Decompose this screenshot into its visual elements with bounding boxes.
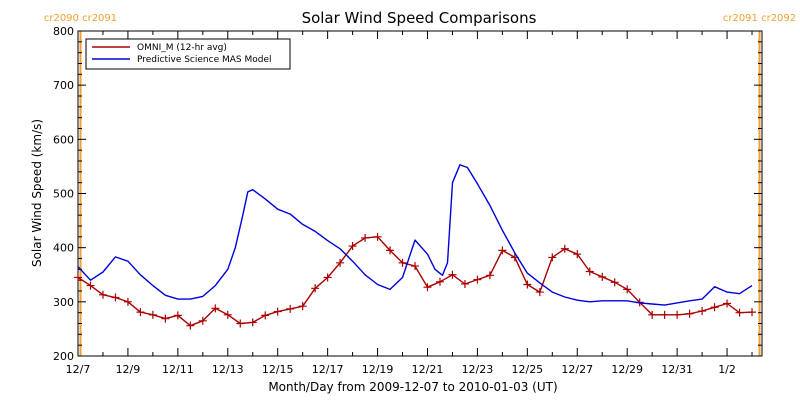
x-tick-label: 12/13 — [212, 363, 244, 376]
y-tick-label: 600 — [53, 133, 74, 146]
x-tick-label: 12/21 — [412, 363, 444, 376]
omni-data-point — [698, 307, 707, 316]
omni-data-point — [735, 308, 744, 317]
omni-data-point — [211, 304, 220, 313]
omni-data-point — [311, 284, 320, 293]
legend-label-1: Predictive Science MAS Model — [137, 55, 272, 65]
omni-data-point — [585, 267, 594, 276]
rotation-marker-label: cr2091 cr2092 — [723, 13, 796, 24]
x-tick-label: 12/31 — [661, 363, 693, 376]
omni-data-point — [398, 258, 407, 267]
omni-data-point — [198, 316, 207, 325]
x-tick-label: 1/2 — [718, 363, 736, 376]
omni-data-point — [723, 299, 732, 308]
omni-data-point — [86, 281, 95, 290]
omni-data-point — [248, 318, 257, 327]
chart-title: Solar Wind Speed Comparisons — [302, 9, 537, 27]
omni-data-point — [473, 275, 482, 284]
legend-box — [85, 38, 291, 70]
omni-data-point — [361, 233, 370, 242]
x-axis-label: Month/Day from 2009-12-07 to 2010-01-03 … — [268, 380, 557, 394]
omni-data-point — [123, 297, 132, 306]
omni-data-point — [411, 262, 420, 271]
omni-data-point — [573, 250, 582, 259]
omni-data-point — [373, 232, 382, 241]
omni-data-point — [685, 309, 694, 318]
omni-data-point — [673, 310, 682, 319]
omni-data-point — [435, 277, 444, 286]
omni-data-point — [523, 280, 532, 289]
omni-data-point — [298, 302, 307, 311]
omni-data-point — [98, 290, 107, 299]
omni-data-point — [161, 314, 170, 323]
legend: OMNI_M (12-hr avg) Predictive Science MAS… — [85, 38, 291, 70]
y-tick-label: 400 — [53, 242, 74, 255]
x-tick-label: 12/27 — [561, 363, 593, 376]
omni-data-point — [273, 307, 282, 316]
x-tick-label: 12/25 — [511, 363, 543, 376]
x-tick-label: 12/19 — [362, 363, 394, 376]
y-tick-label: 200 — [53, 350, 74, 363]
series-layer — [74, 164, 757, 330]
omni-data-point — [660, 310, 669, 319]
y-tick-label: 500 — [53, 188, 74, 201]
omni-data-point — [223, 310, 232, 319]
omni-data-point — [136, 308, 145, 317]
omni-data-point — [710, 303, 719, 312]
x-tick-label: 12/23 — [462, 363, 494, 376]
y-axis-label: Solar Wind Speed (km/s) — [30, 119, 44, 267]
omni-data-point — [623, 285, 632, 294]
x-tick-label: 12/11 — [162, 363, 194, 376]
omni-data-point — [535, 288, 544, 297]
omni-data-point — [448, 270, 457, 279]
series-line-mas-model — [77, 164, 753, 306]
omni-data-point — [460, 279, 469, 288]
omni-data-point — [648, 310, 657, 319]
omni-data-point — [423, 283, 432, 292]
x-tick-label: 12/17 — [312, 363, 344, 376]
omni-data-point — [548, 253, 557, 262]
omni-data-point — [323, 273, 332, 282]
omni-data-point — [498, 246, 507, 255]
y-tick-label: 800 — [53, 25, 74, 38]
omni-data-point — [111, 293, 120, 302]
omni-data-point — [186, 321, 195, 330]
omni-data-point — [148, 310, 157, 319]
omni-data-point — [348, 242, 357, 251]
omni-data-point — [236, 319, 245, 328]
x-tick-label: 12/9 — [116, 363, 141, 376]
rotation-marker-label: cr2090 cr2091 — [44, 13, 117, 24]
omni-data-point — [336, 258, 345, 267]
omni-data-point — [610, 278, 619, 287]
omni-data-point — [560, 244, 569, 253]
x-tick-label: 12/29 — [611, 363, 643, 376]
axis-tick-layer: 200 300 400 500 600 700 800 12/7 12/9 12/11 12/13 1… — [53, 25, 762, 376]
x-tick-label: 12/7 — [66, 363, 91, 376]
omni-data-point — [598, 272, 607, 281]
omni-data-point — [286, 304, 295, 313]
plot-frame — [77, 30, 763, 357]
legend-label-0: OMNI_M (12-hr avg) — [137, 43, 227, 53]
omni-data-point — [74, 273, 82, 282]
series-line-omni — [77, 236, 753, 327]
omni-data-point — [748, 308, 757, 317]
x-tick-label: 12/15 — [262, 363, 294, 376]
omni-data-point — [173, 311, 182, 320]
omni-data-point — [261, 311, 270, 320]
omni-data-point — [485, 271, 494, 280]
y-tick-label: 300 — [53, 296, 74, 309]
y-tick-label: 700 — [53, 79, 74, 92]
omni-data-point — [386, 246, 395, 255]
